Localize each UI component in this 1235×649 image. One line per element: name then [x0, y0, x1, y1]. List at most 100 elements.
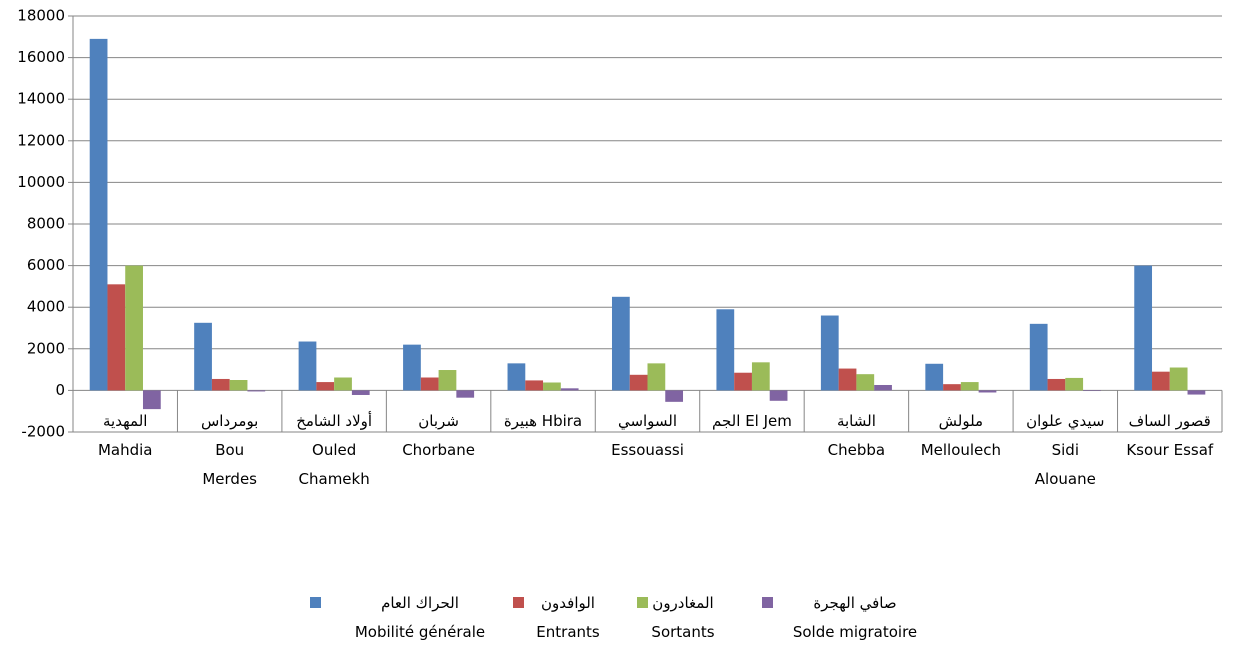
legend-swatch [637, 597, 648, 608]
bar [1169, 367, 1188, 391]
bar [298, 341, 317, 391]
bar [194, 322, 212, 391]
bar [403, 344, 421, 391]
x-tick-label-line: السواسي [618, 412, 677, 431]
bar [507, 363, 526, 391]
x-tick-label-line: بومرداس [201, 412, 258, 430]
bar [629, 374, 648, 391]
bar [1187, 390, 1206, 395]
bar [107, 284, 126, 391]
bar [734, 372, 752, 391]
bar [351, 390, 370, 395]
y-tick-label: 8000 [27, 215, 65, 233]
x-tick-label: هبيرة Hbira [504, 412, 582, 430]
x-tick-label-line: Ouled [312, 441, 356, 459]
bar [1047, 378, 1066, 391]
legend-label: الحراك العام Mobilité générale [355, 594, 485, 641]
y-tick-label: 16000 [17, 48, 65, 66]
x-tick-label-line: Ksour Essaf [1126, 441, 1214, 459]
x-tick-label-line: Chorbane [402, 441, 475, 459]
bar [247, 390, 266, 392]
legend-label-line: Solde migratoire [793, 623, 917, 641]
x-tick-label: سيدي علوان Sidi Alouane [1026, 412, 1104, 488]
x-tick-label: المهدية Mahdia [98, 412, 153, 459]
y-tick-label: -2000 [21, 423, 65, 441]
bar [438, 370, 457, 391]
legend-swatch [310, 597, 321, 608]
legend-label: المغادرون Sortants [651, 594, 714, 641]
bar [943, 384, 961, 391]
legend-label-line: المغادرون [652, 594, 713, 612]
y-tick-label: 10000 [17, 173, 65, 191]
bar [89, 38, 108, 391]
x-tick-label-line: Merdes [202, 470, 257, 488]
bar [525, 380, 544, 391]
x-tick-label-line: ملولش [939, 412, 983, 430]
bar [647, 363, 666, 391]
bar [960, 382, 979, 391]
legend-label-line: Mobilité générale [355, 623, 485, 641]
y-tick-label: 2000 [27, 339, 65, 357]
x-tick-label-line: المهدية [103, 412, 147, 430]
bar [874, 384, 892, 391]
bar [1152, 371, 1170, 391]
bar [211, 378, 230, 391]
bar [856, 374, 875, 391]
bar [820, 315, 839, 391]
bar [1134, 265, 1153, 391]
bar [456, 390, 475, 398]
bar [543, 382, 561, 391]
legend-label: الوافدون Entrants [536, 594, 600, 641]
x-tick-label: الشابة Chebba [828, 412, 885, 459]
bar [716, 309, 735, 391]
legend-label-line: Entrants [536, 623, 600, 641]
x-tick-label-line: Mahdia [98, 441, 153, 459]
x-tick-label-line: قصور الساف [1129, 412, 1211, 430]
x-tick-label-line: شربان [418, 412, 459, 430]
x-tick-label-line: أولاد الشامخ [296, 411, 372, 430]
y-tick-label: 4000 [27, 298, 65, 316]
bar [142, 390, 161, 410]
legend-label-line: صافي الهجرة [813, 594, 896, 613]
bar [611, 296, 630, 391]
bar [1065, 377, 1084, 391]
bar [229, 380, 248, 391]
y-tick-label: 14000 [17, 90, 65, 108]
x-tick-label-line: الجم El Jem [712, 412, 792, 430]
x-tick-label-line: Essouassi [611, 441, 684, 459]
bar [838, 368, 857, 391]
y-tick-label: 0 [55, 381, 65, 399]
legend-label-line: الحراك العام [381, 594, 459, 612]
x-tick-label-line: Bou [215, 441, 244, 459]
bar [420, 377, 439, 391]
bar [751, 362, 770, 391]
y-tick-label: 18000 [17, 7, 65, 25]
bar [125, 265, 143, 391]
x-tick-label-line: Sidi [1052, 441, 1079, 459]
bar [665, 390, 684, 402]
x-tick-label: قصور الساف Ksour Essaf [1126, 412, 1214, 459]
legend-label: صافي الهجرة Solde migratoire [793, 594, 917, 641]
y-tick-label: 6000 [27, 256, 65, 274]
x-tick-label: شربان Chorbane [402, 412, 475, 459]
x-tick-label: بومرداس Bou Merdes [201, 412, 258, 488]
x-tick-label-line: Chebba [828, 441, 885, 459]
x-tick-label-line: الشابة [837, 412, 876, 430]
legend-swatch [762, 597, 773, 608]
bar [1029, 323, 1048, 391]
x-tick-label: ملولش Melloulech [921, 412, 1001, 459]
x-tick-label-line: هبيرة Hbira [504, 412, 582, 430]
x-tick-label: أولاد الشامخ Ouled Chamekh [296, 411, 372, 488]
x-tick-label-line: Chamekh [299, 470, 370, 488]
bar [769, 390, 788, 401]
bar [316, 382, 335, 391]
bar [560, 388, 579, 391]
x-tick-label-line: Melloulech [921, 441, 1001, 459]
bar [925, 363, 944, 391]
x-tick-label: الجم El Jem [712, 412, 792, 430]
legend-swatch [513, 597, 524, 608]
bar [334, 377, 352, 391]
legend-label-line: الوافدون [541, 594, 595, 612]
bar [978, 390, 997, 393]
bar [1083, 390, 1101, 392]
